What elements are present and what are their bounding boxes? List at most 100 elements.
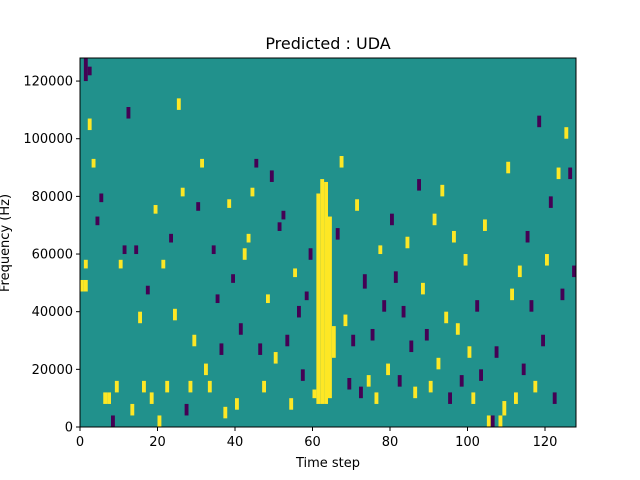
heatmap-cell xyxy=(382,300,387,312)
heatmap-cell xyxy=(83,259,88,269)
heatmap-cell xyxy=(552,392,557,404)
heatmap-cell xyxy=(393,271,398,283)
heatmap-cell xyxy=(281,210,286,220)
heatmap-cell xyxy=(180,187,185,197)
heatmap-cell xyxy=(506,161,511,174)
heatmap-cell xyxy=(169,233,173,243)
heatmap-cell xyxy=(111,415,115,427)
heatmap-cell xyxy=(316,193,321,404)
heatmap-cell xyxy=(521,363,526,376)
heatmap-cell xyxy=(335,228,340,240)
heatmap-cell xyxy=(107,392,111,404)
heatmap-cell xyxy=(87,118,92,131)
heatmap-cell xyxy=(483,219,487,231)
x-tick-label: 80 xyxy=(382,435,399,450)
heatmap-cell xyxy=(409,340,414,353)
heatmap-cell xyxy=(548,196,553,208)
x-axis: 0 20 40 60 80 100 120 xyxy=(76,427,558,450)
heatmap-cell xyxy=(211,245,216,255)
heatmap-cell xyxy=(366,375,371,387)
heatmap-cell xyxy=(421,282,425,295)
heatmap-cell xyxy=(347,377,352,390)
heatmap-cell xyxy=(238,323,243,335)
heatmap-cell xyxy=(471,392,476,404)
heatmap-cell xyxy=(231,274,235,283)
x-tick-label: 120 xyxy=(533,435,558,450)
heatmap-cell xyxy=(455,323,460,335)
heatmap-cell xyxy=(250,187,255,197)
x-tick-label: 40 xyxy=(227,435,244,450)
heatmap-cell xyxy=(374,392,379,404)
heatmap-cell xyxy=(293,268,297,278)
heatmap-cell xyxy=(331,326,336,358)
heatmap-cell xyxy=(529,300,534,312)
heatmap-cell xyxy=(498,415,503,427)
heatmap-cell xyxy=(494,346,499,358)
heatmap-cell xyxy=(359,386,363,399)
x-tick-label: 100 xyxy=(455,435,480,450)
heatmap-cell xyxy=(285,334,290,347)
heatmap-cell xyxy=(80,279,84,292)
x-tick-label: 0 xyxy=(76,435,84,450)
heatmap-cell xyxy=(258,343,263,355)
y-axis-label: Frequency (Hz) xyxy=(0,194,13,292)
heatmap-cell xyxy=(83,58,88,82)
heatmap-cell xyxy=(91,158,96,168)
heatmap-cell xyxy=(479,369,483,381)
heatmap-cell xyxy=(196,202,201,211)
heatmap-cell xyxy=(514,392,518,404)
heatmap-cell xyxy=(227,199,232,208)
heatmap-cell xyxy=(219,343,224,355)
heatmap-cell xyxy=(184,403,189,416)
heatmap-cell xyxy=(448,392,452,404)
heatmap-cell xyxy=(572,265,576,278)
y-tick-label: 100000 xyxy=(23,132,73,147)
heatmap-cell xyxy=(242,248,247,260)
heatmap-cell xyxy=(99,193,104,203)
heatmap-cell xyxy=(223,406,228,419)
heatmap-cell xyxy=(142,380,146,393)
heatmap-cell xyxy=(436,357,441,370)
heatmap-cell xyxy=(486,415,491,427)
heatmap-cell xyxy=(525,230,530,243)
heatmap-cell xyxy=(207,380,212,393)
heatmap-cell xyxy=(417,179,421,191)
heatmap-cell xyxy=(502,401,507,416)
heatmap-cell xyxy=(545,254,549,266)
heatmap-cell xyxy=(386,363,390,376)
heatmap-cell xyxy=(343,314,348,327)
y-tick-label: 40000 xyxy=(32,305,73,320)
heatmap-cell xyxy=(126,107,131,119)
axes-frame xyxy=(79,57,577,428)
heatmap-cell xyxy=(188,380,193,393)
heatmap-cell xyxy=(273,352,278,364)
heatmap-cell xyxy=(490,415,495,427)
heatmap-cell xyxy=(176,98,181,110)
heatmap-cell xyxy=(517,265,522,278)
heatmap-cell xyxy=(173,308,177,321)
heatmap-cell xyxy=(351,334,356,347)
heatmap-cell xyxy=(200,158,204,168)
x-tick-label: 20 xyxy=(149,435,166,450)
y-tick-label: 0 xyxy=(65,421,73,436)
heatmap-cell xyxy=(459,375,464,387)
heatmap-cell xyxy=(122,245,127,255)
heatmap-cell xyxy=(390,213,394,226)
heatmap-cell xyxy=(370,328,375,341)
heatmap-cell xyxy=(362,274,367,289)
heatmap-cell xyxy=(467,346,472,358)
heatmap-cell xyxy=(87,66,92,76)
heatmap-cell xyxy=(118,259,123,269)
heatmap-cell xyxy=(378,245,383,255)
heatmap-cell xyxy=(339,156,344,168)
heatmap-cell xyxy=(405,236,410,249)
heatmap-cell xyxy=(537,115,542,128)
heatmap-cell xyxy=(401,305,406,318)
heatmap-cell xyxy=(95,216,100,226)
heatmap-cell xyxy=(161,259,166,269)
heatmap-cell xyxy=(541,334,545,347)
heatmap-cell xyxy=(165,380,170,393)
axes-border xyxy=(79,57,577,428)
y-tick-label: 120000 xyxy=(23,75,73,90)
